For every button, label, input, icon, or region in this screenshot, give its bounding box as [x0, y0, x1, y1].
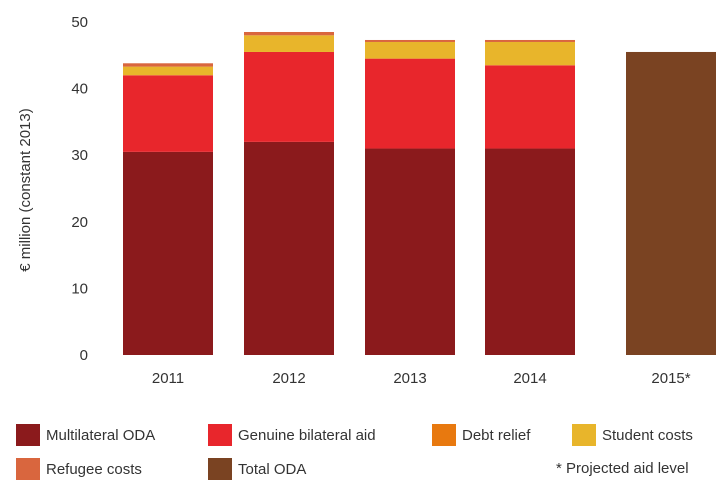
legend-item-refugee-costs: Refugee costs [16, 458, 142, 480]
bar-segment-student-costs-2012 [244, 35, 334, 52]
bar-segment-multilateral-oda-2012 [244, 141, 334, 355]
legend-item-total-oda: Total ODA [208, 458, 306, 480]
legend-item-genuine-bilateral-aid: Genuine bilateral aid [208, 424, 376, 446]
bar-segment-genuine-bilateral-aid-2011 [123, 75, 213, 152]
legend-label: Multilateral ODA [46, 426, 156, 444]
chart: 0 10 20 30 40 50 2011 2012 2013 2014 2015* € mill… [17, 14, 716, 387]
bar-segment-student-costs-2013 [365, 41, 455, 59]
x-tick-label: 2015* [651, 370, 690, 387]
bar-segment-multilateral-oda-2013 [365, 148, 455, 355]
x-tick-label: 2013 [393, 370, 426, 387]
bar-segment-refugee-costs-2013 [365, 39, 455, 42]
y-tick-label: 20 [71, 214, 88, 231]
legend-item-multilateral-oda: Multilateral ODA [16, 424, 155, 446]
legend-swatch [208, 458, 232, 480]
legend-swatch [432, 424, 456, 446]
bar-segment-total-oda-2015 [626, 51, 716, 355]
legend-label: Genuine bilateral aid [238, 426, 376, 444]
legend-label: Refugee costs [46, 460, 142, 478]
legend-swatch [16, 458, 40, 480]
legend-item-student-costs: Student costs [572, 424, 693, 446]
bar-segment-multilateral-oda-2011 [123, 151, 213, 355]
bar-segment-refugee-costs-2011 [123, 63, 213, 67]
x-axis: 2011 2012 2013 2014 2015* [152, 370, 691, 387]
x-tick-label: 2011 [152, 370, 184, 387]
bar-segment-genuine-bilateral-aid-2012 [244, 51, 334, 142]
bar-segment-genuine-bilateral-aid-2013 [365, 58, 455, 149]
legend: Multilateral ODA Genuine bilateral aid D… [0, 420, 716, 485]
y-axis: 0 10 20 30 40 50 [71, 14, 88, 364]
y-axis-label: € million (constant 2013) [17, 108, 34, 271]
bar-segment-genuine-bilateral-aid-2014 [485, 65, 575, 149]
y-tick-label: 40 [71, 81, 88, 98]
legend-swatch [208, 424, 232, 446]
y-tick-label: 10 [71, 280, 88, 297]
bar-segment-multilateral-oda-2014 [485, 148, 575, 355]
legend-swatch [572, 424, 596, 446]
legend-label: Debt relief [462, 426, 531, 444]
y-tick-label: 50 [71, 14, 88, 31]
y-tick-label: 30 [71, 147, 88, 164]
bar-segment-student-costs-2014 [485, 41, 575, 66]
footnote-projected: * Projected aid level [556, 460, 689, 477]
bar-segment-student-costs-2011 [123, 66, 213, 76]
x-tick-label: 2014 [513, 370, 546, 387]
legend-item-debt-relief: Debt relief [432, 424, 530, 446]
legend-label: Total ODA [238, 460, 307, 478]
legend-swatch [16, 424, 40, 446]
x-tick-label: 2012 [272, 370, 305, 387]
bar-segment-refugee-costs-2014 [485, 39, 575, 42]
y-tick-label: 0 [80, 347, 88, 364]
bars [123, 31, 716, 355]
legend-label: Student costs [602, 426, 693, 444]
bar-segment-refugee-costs-2012 [244, 31, 334, 36]
